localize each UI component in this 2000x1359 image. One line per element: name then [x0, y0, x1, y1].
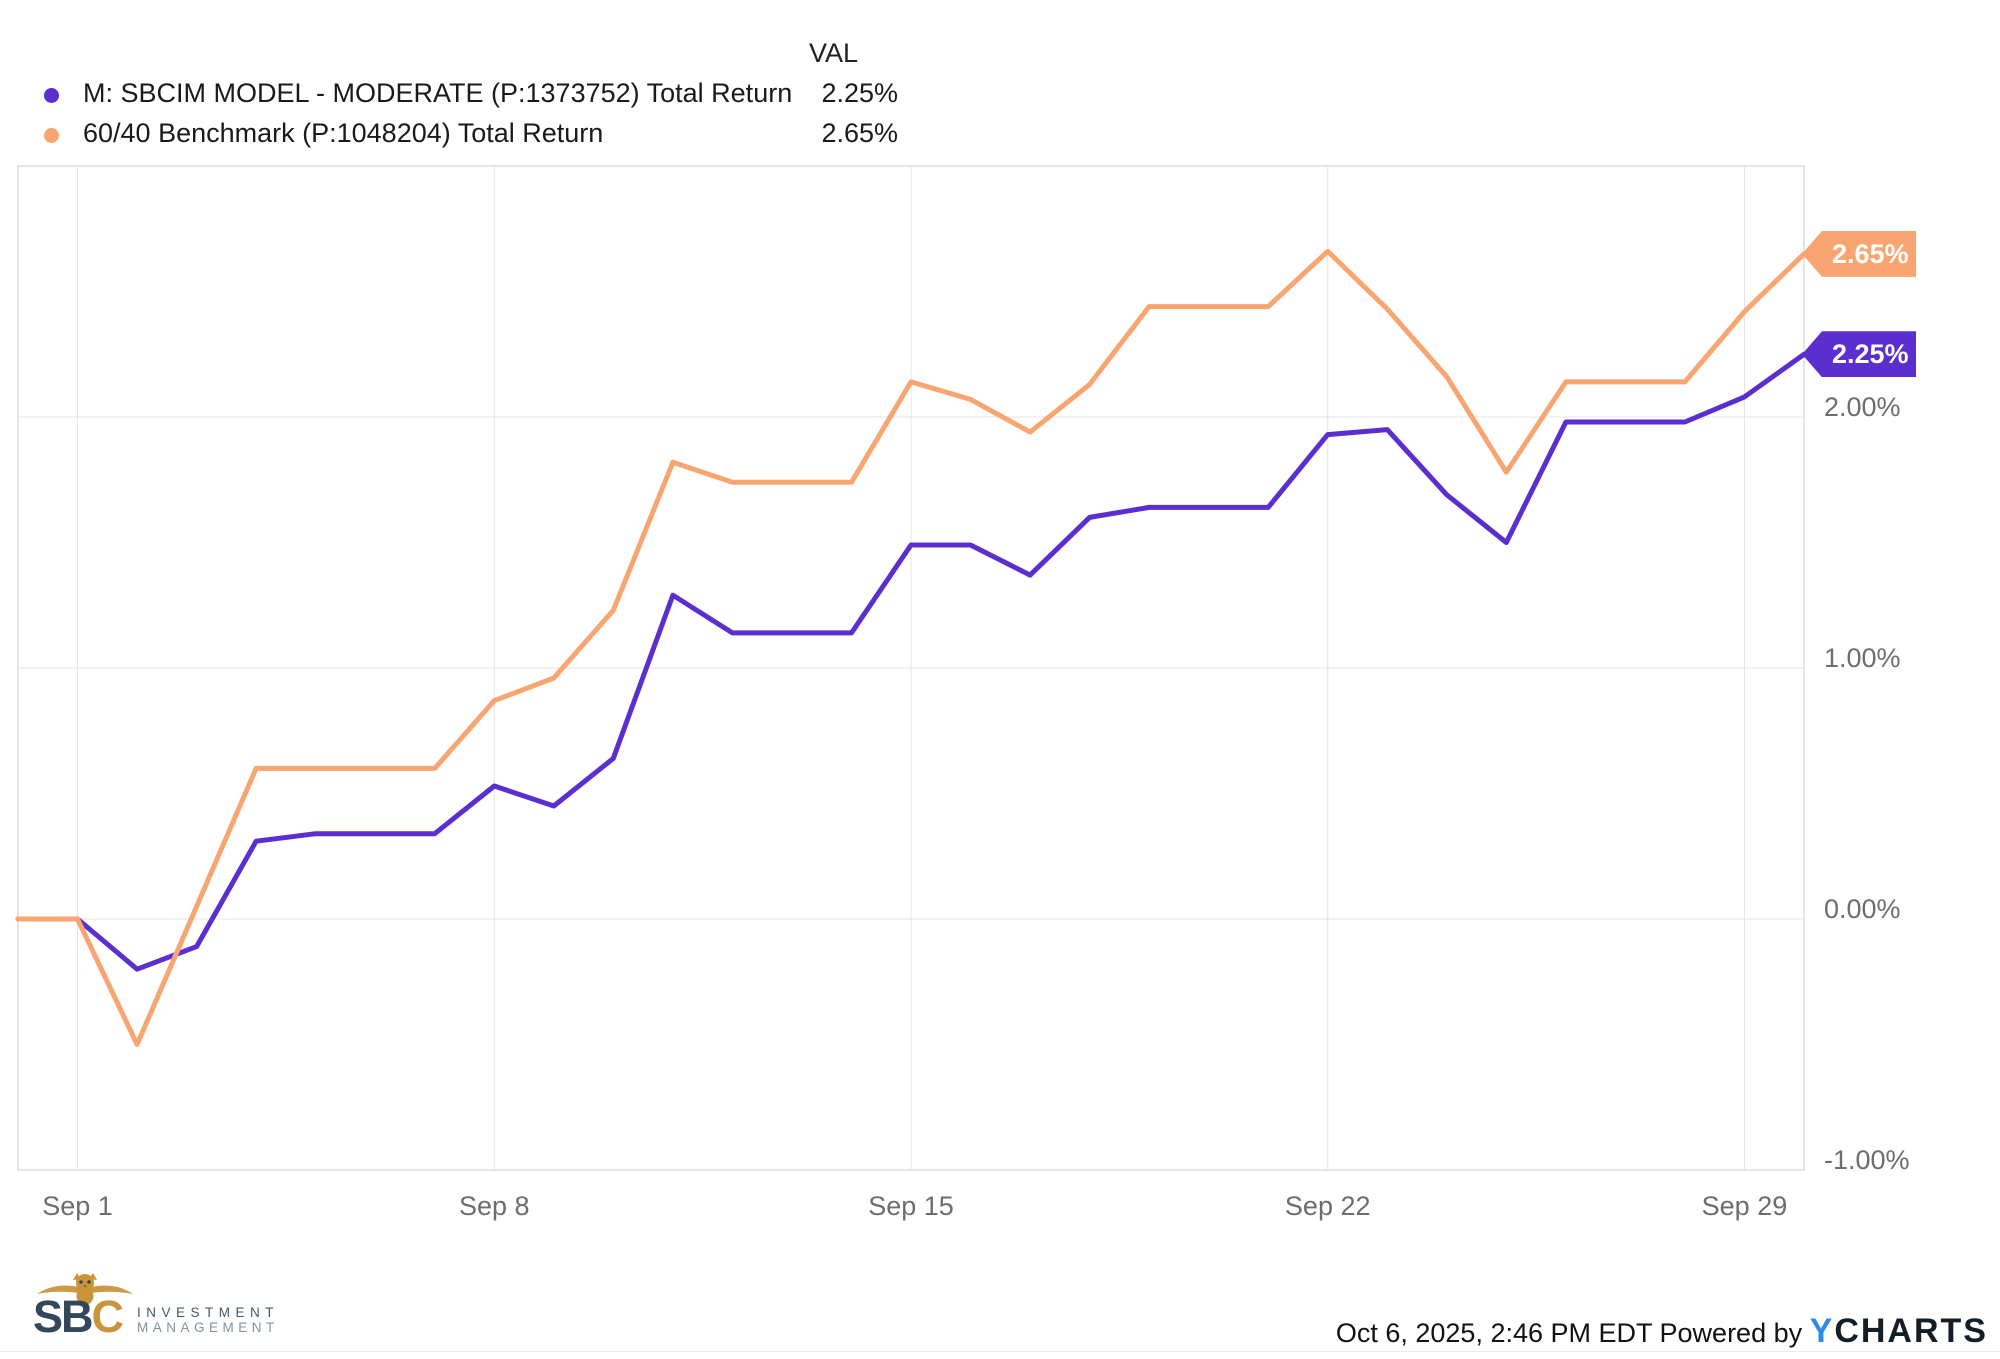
series-end-value-tag: 2.65% — [1802, 230, 1916, 277]
series-current-value: 2.25% — [821, 78, 898, 108]
logo-management-text: MANAGEMENT — [137, 1320, 279, 1335]
series-label: 60/40 Benchmark (P:1048204) Total Return — [83, 118, 604, 148]
x-axis-tick-label: Sep 29 — [1701, 1191, 1788, 1221]
y-axis-tick-label: 2.00% — [1824, 392, 1901, 422]
x-axis-tick-label: Sep 22 — [1284, 1191, 1371, 1221]
sbc-letters-sb: SB — [33, 1291, 93, 1342]
x-axis-tick-label: Sep 15 — [868, 1191, 954, 1221]
bottom-divider — [0, 1351, 2000, 1352]
series-line-moderate-model — [15, 351, 1807, 972]
ycharts-logo: YCHARTS — [1809, 1312, 1988, 1350]
y-axis-tick-label: -1.00% — [1824, 1145, 1910, 1175]
series-color-dot — [44, 128, 59, 143]
chart-attribution: Oct 6, 2025, 2:46 PM EDT Powered by YCHA… — [1336, 1312, 1988, 1351]
series-end-value-tag: 2.25% — [1802, 331, 1916, 378]
owl-icon — [37, 1273, 133, 1305]
x-axis-tick-label: Sep 1 — [42, 1191, 113, 1221]
legend-row: 60/40 Benchmark (P:1048204) Total Return… — [40, 118, 900, 152]
sbc-wordmark: SBC — [33, 1294, 124, 1339]
legend-row: M: SBCIM MODEL - MODERATE (P:1373752) To… — [40, 78, 900, 112]
series-color-dot — [44, 88, 59, 103]
sbc-letter-c: C — [91, 1291, 124, 1342]
y-axis-tick-label: 1.00% — [1824, 643, 1901, 673]
series-current-value: 2.65% — [821, 118, 898, 148]
y-axis-tick-label: 0.00% — [1824, 894, 1901, 924]
timestamp: Oct 6, 2025, 2:46 PM EDT Powered by — [1335, 1318, 1803, 1348]
legend: M: SBCIM MODEL - MODERATE (P:1373752) To… — [0, 0, 2000, 160]
powered-by-label: Powered by — [1659, 1318, 1803, 1348]
series-line-6040-benchmark — [15, 248, 1807, 1047]
x-axis-tick-label: Sep 8 — [458, 1191, 530, 1221]
plot-border — [17, 165, 1805, 1171]
val-column-header: VAL — [808, 38, 858, 68]
logo-investment-text: INVESTMENT — [137, 1305, 280, 1320]
ycharts-y-glyph: Y — [1809, 1312, 1835, 1350]
series-label: M: SBCIM MODEL - MODERATE (P:1373752) To… — [83, 78, 793, 108]
sbc-investment-management-logo: SBC INVESTMENT MANAGEMENT — [33, 1272, 293, 1339]
